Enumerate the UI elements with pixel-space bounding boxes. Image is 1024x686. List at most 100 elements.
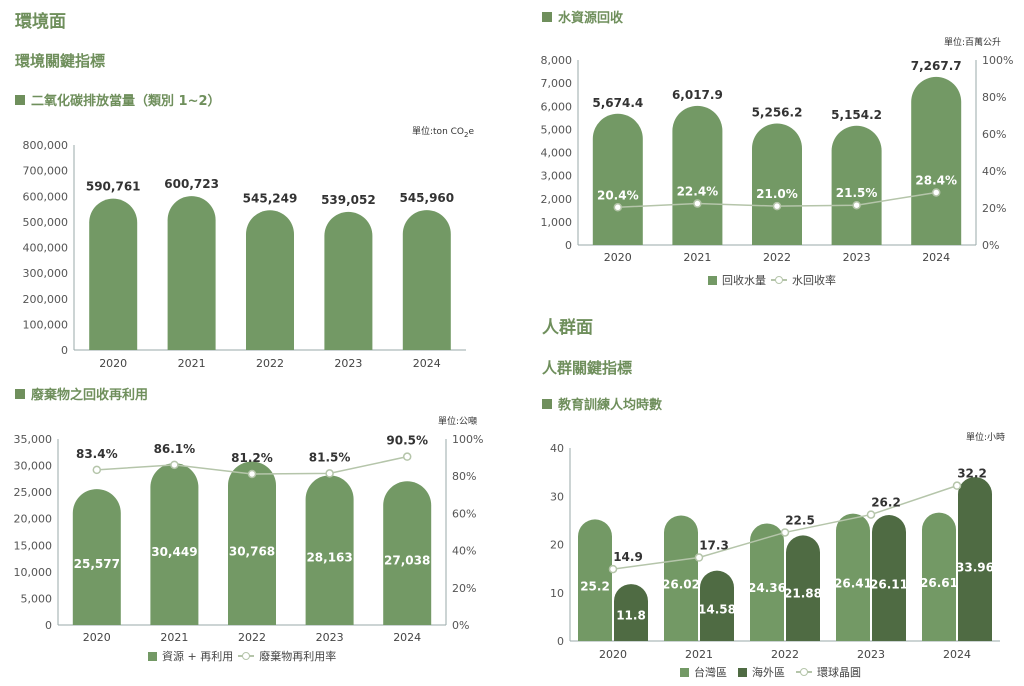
water-ytick-label: 4,000 [541,147,573,160]
co2-xtick-label: 2024 [413,357,441,370]
training-bar-overseas [614,584,648,641]
waste-rate-point [170,460,179,470]
training-global-label: 26.2 [871,496,901,510]
waste-bar-value-label: 30,449 [151,545,197,559]
training-global-label: 22.5 [785,513,815,527]
waste-ytick-label: 5,000 [21,592,53,605]
training-bar-taiwan [836,513,870,641]
waste-xtick-label: 2024 [393,631,421,644]
training-taiwan-label: 24.36 [748,581,786,595]
legend-swatch-a [680,667,689,677]
square-bullet-icon [15,94,25,105]
water-bar-value-label: 5,256.2 [752,105,803,119]
training-bar-overseas [872,515,906,641]
water-chart-title-text: 水資源回收 [558,11,624,26]
water-legend-bar: 回收水量 [722,274,766,287]
training-legend: 台灣區 海外區 環球晶圓 [680,664,861,680]
waste-ytick-label: 0 [45,619,52,632]
co2-value-label: 600,723 [164,177,219,191]
water-bar-value-label: 5,154.2 [831,108,882,122]
waste-ytick-label: 35,000 [14,433,53,446]
training-chart-title: 教育訓練人均時數 [542,394,662,413]
training-global-point [866,510,876,519]
waste-chart-title: 廢棄物之回收再利用 [15,384,148,403]
waste-y2tick-label: 100% [452,433,483,446]
water-bar [831,125,882,245]
water-rate-point [931,188,941,197]
co2-ytick-label: 200,000 [23,293,69,306]
water-xtick-label: 2020 [604,251,632,264]
waste-rate-label: 83.4% [76,447,118,461]
square-bullet-icon [15,388,25,399]
water-xtick-label: 2022 [763,251,791,264]
water-xtick-label: 2021 [683,251,711,264]
env-section-subtitle: 環境關鍵指標 [15,52,106,70]
legend-bar-swatch [148,651,157,661]
training-xtick-label: 2022 [771,648,799,660]
water-bar [752,123,802,245]
waste-y2tick-label: 40% [452,545,476,558]
waste-rate-point [325,469,334,478]
legend-swatch-b [738,667,747,677]
co2-unit-sub: 2 [464,130,469,139]
waste-bar-value-label: 28,163 [306,551,352,565]
training-global-point [608,564,618,574]
waste-bar-value-label: 27,038 [384,553,430,567]
training-ytick-label: 40 [550,442,564,455]
water-legend: 回收水量 水回收率 [708,272,836,288]
water-rate-label: 20.4% [597,188,639,202]
water-y2tick-label: 100% [982,54,1013,67]
co2-xtick-label: 2021 [178,357,206,370]
waste-bar [72,489,121,625]
waste-ytick-label: 15,000 [14,539,53,552]
waste-ytick-label: 10,000 [14,566,53,579]
training-taiwan-label: 26.02 [662,578,700,592]
waste-rate-point [92,465,102,475]
co2-ytick-label: 700,000 [23,165,69,178]
waste-y2tick-label: 0% [452,619,469,632]
co2-value-label: 539,052 [321,193,376,207]
training-taiwan-label: 26.41 [834,577,872,591]
co2-bar [167,196,216,350]
waste-xtick-label: 2022 [238,631,266,644]
training-ytick-label: 0 [557,635,564,648]
co2-xtick-label: 2023 [334,357,362,370]
water-chart: 0 1,000 2,000 3,000 4,000 5,000 6,000 7,000 8,00… [541,54,1014,264]
waste-xtick-label: 2020 [83,631,111,644]
waste-rate-label: 90.5% [386,434,428,448]
water-ytick-label: 2,000 [541,193,573,206]
training-ytick-label: 30 [550,490,564,503]
water-ytick-label: 6,000 [541,100,573,113]
waste-legend-line: 廢棄物再利用率 [259,650,337,663]
co2-ytick-label: 800,000 [23,139,69,152]
water-bar-value-label: 5,674.4 [592,96,643,110]
training-overseas-label: 21.88 [784,586,822,600]
co2-bar [324,211,373,350]
legend-line-marker-icon [771,275,787,285]
water-xtick-label: 2023 [843,251,871,264]
waste-unit-label: 單位:公噸 [438,417,478,427]
co2-unit-prefix: 單位:ton CO [412,127,465,137]
training-bar-taiwan [750,523,784,641]
water-y2tick-label: 80% [982,91,1006,104]
waste-xtick-label: 2023 [316,631,344,644]
co2-ytick-label: 300,000 [23,267,69,280]
waste-rate-label: 81.5% [309,450,351,464]
water-rate-point [772,201,782,211]
co2-value-label: 590,761 [86,180,141,194]
training-ytick-label: 10 [550,587,564,600]
waste-legend-bar: 資源 + 再利用 [162,650,234,663]
training-xtick-label: 2024 [943,648,971,660]
training-chart: 0 10 20 30 40 25.2 11.8 2020 26.02 14.58 2021 24.36… [550,442,1000,660]
training-global-point [780,528,790,537]
water-bar [911,76,962,245]
square-bullet-icon [542,398,552,409]
water-bar [592,113,643,245]
co2-ytick-label: 100,000 [23,318,69,331]
training-legend-a: 台灣區 [694,666,727,679]
waste-y2tick-label: 80% [452,470,476,483]
training-legend-line: 環球晶圓 [817,666,861,679]
legend-line-marker-icon [796,667,812,677]
people-section-title: 人群面 [542,318,593,338]
waste-bar-value-label: 30,768 [229,544,275,558]
